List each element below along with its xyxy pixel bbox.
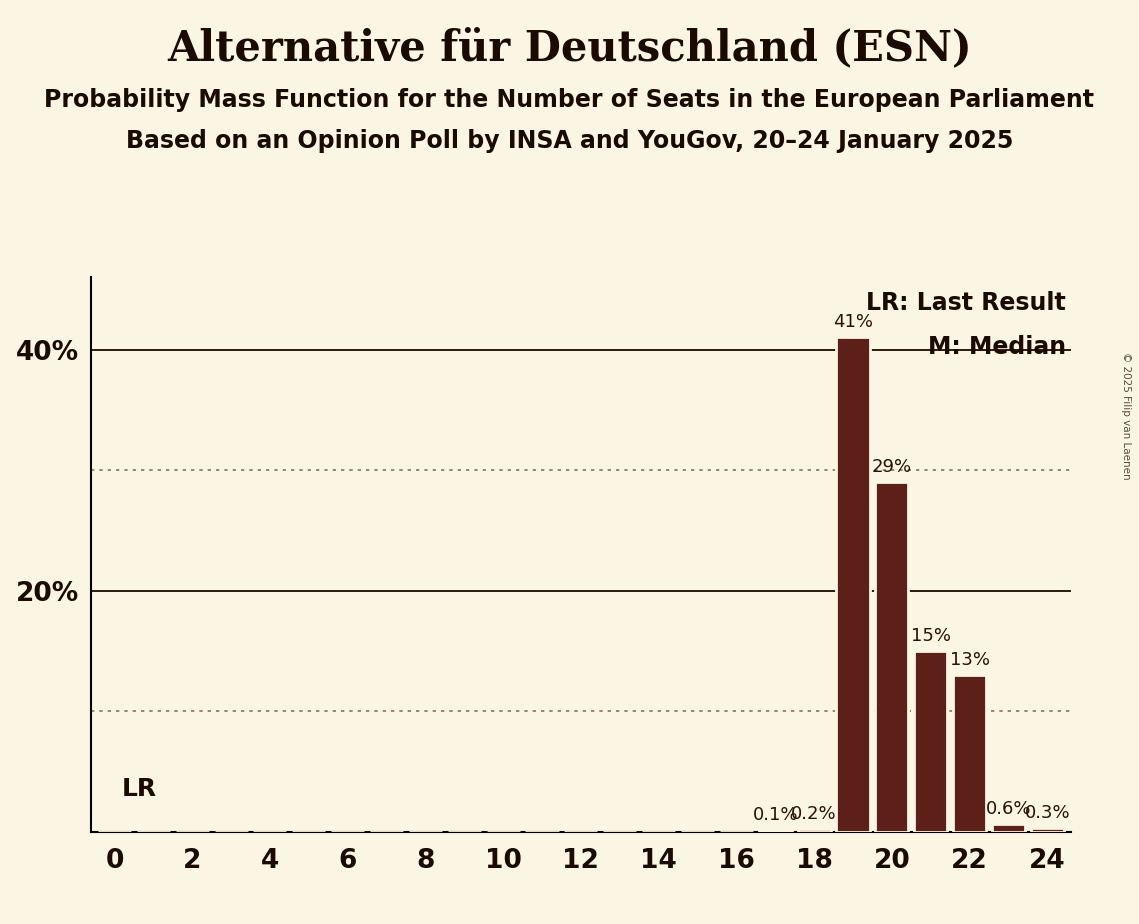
Bar: [992, 824, 1025, 832]
Text: Probability Mass Function for the Number of Seats in the European Parliament: Probability Mass Function for the Number…: [44, 88, 1095, 112]
Text: LR: Last Result: LR: Last Result: [866, 291, 1066, 315]
Bar: [876, 482, 909, 832]
Text: 0.3%: 0.3%: [1024, 804, 1071, 822]
Text: 41%: 41%: [833, 313, 872, 332]
Text: 0.6%: 0.6%: [985, 800, 1031, 819]
Text: Based on an Opinion Poll by INSA and YouGov, 20–24 January 2025: Based on an Opinion Poll by INSA and You…: [125, 129, 1014, 153]
Text: 13%: 13%: [950, 650, 990, 669]
Bar: [915, 650, 948, 832]
Bar: [953, 675, 986, 832]
Text: 15%: 15%: [911, 626, 951, 645]
Bar: [759, 831, 792, 832]
Text: M: M: [804, 649, 835, 677]
Bar: [1031, 828, 1064, 832]
Text: 29%: 29%: [871, 458, 912, 476]
Text: M: Median: M: Median: [927, 335, 1066, 359]
Text: Alternative für Deutschland (ESN): Alternative für Deutschland (ESN): [167, 28, 972, 69]
Text: 0.2%: 0.2%: [792, 805, 837, 823]
Text: LR: LR: [122, 777, 157, 801]
Bar: [797, 829, 830, 832]
Text: © 2025 Filip van Laenen: © 2025 Filip van Laenen: [1121, 352, 1131, 480]
Bar: [836, 337, 869, 832]
Text: 0.1%: 0.1%: [753, 807, 798, 824]
